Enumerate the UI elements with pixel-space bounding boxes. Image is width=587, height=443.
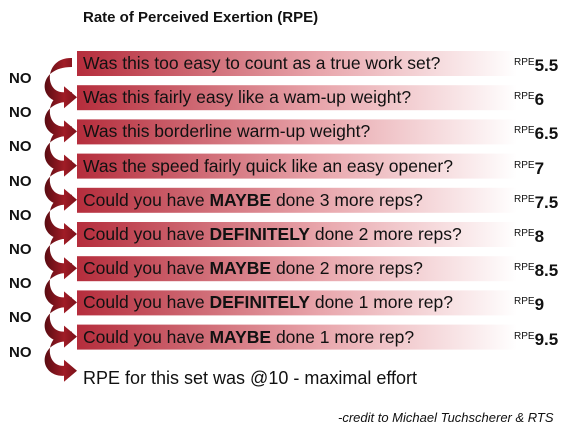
question-fragment: Was this too easy to count as a true wor…	[83, 53, 441, 73]
rpe-value: RPE7.5	[514, 187, 558, 216]
question-bar	[77, 222, 517, 247]
question-bar	[77, 51, 517, 76]
rpe-number: 7	[534, 158, 545, 178]
chart-title: Rate of Perceived Exertion (RPE)	[83, 9, 319, 26]
rpe-label: RPE	[514, 193, 535, 205]
question-text: Could you have DEFINITELY done 1 more re…	[83, 290, 453, 315]
credit-text: -credit to Michael Tuchscherer & RTS	[338, 410, 554, 425]
no-label: NO	[9, 138, 32, 156]
question-text: Was this fairly easy like a wam-up weigh…	[83, 85, 411, 110]
rpe-label: RPE	[514, 228, 535, 239]
question-bar	[77, 290, 517, 316]
rpe-label: RPE	[514, 330, 535, 342]
rpe-value: RPE6	[514, 84, 544, 113]
no-label: NO	[9, 343, 32, 361]
question-text: Was this too easy to count as a true wor…	[83, 51, 440, 76]
question-fragment: done 2 more reps?	[271, 258, 423, 279]
no-label: NO	[9, 172, 32, 190]
rpe-number: 6.5	[534, 124, 559, 144]
rpe-number: 6	[534, 90, 545, 110]
emphasis-text: MAYBE	[209, 258, 272, 279]
no-label: NO	[9, 309, 32, 327]
rpe-number: 8	[534, 227, 545, 246]
question-bar	[77, 153, 517, 179]
rpe-value: RPE5.5	[514, 50, 558, 79]
question-fragment: done 2 more reps?	[309, 224, 462, 244]
question-fragment: done 1 more rep?	[309, 292, 453, 313]
no-label: NO	[9, 104, 32, 122]
rpe-number: 9.5	[534, 329, 559, 349]
question-text: Could you have MAYBE done 3 more reps?	[83, 188, 423, 213]
rpe-number: 9	[534, 295, 545, 315]
rpe-label: RPE	[514, 296, 535, 308]
emphasis-text: DEFINITELY	[209, 292, 310, 313]
question-fragment: Could you have	[83, 258, 210, 279]
emphasis-text: MAYBE	[209, 189, 272, 210]
question-fragment: done 1 more rep?	[271, 326, 415, 347]
rpe-value: RPE6.5	[514, 118, 558, 147]
question-fragment: Could you have	[83, 326, 210, 347]
rpe-value: RPE9.5	[514, 324, 558, 353]
rpe-label: RPE	[514, 159, 535, 171]
down-arrow-icon	[44, 331, 77, 382]
rpe-value: RPE8.5	[514, 255, 558, 284]
question-bar	[77, 324, 517, 350]
no-label: NO	[9, 241, 32, 258]
question-fragment: Could you have	[83, 292, 210, 313]
rpe-number: 8.5	[534, 261, 559, 281]
question-fragment: Was this fairly easy like a wam-up weigh…	[83, 87, 412, 108]
no-label: NO	[9, 70, 32, 87]
rpe-value: RPE7	[514, 153, 544, 182]
rpe-number: 7.5	[534, 192, 559, 212]
rpe-label: RPE	[514, 125, 535, 137]
rpe-value: RPE9	[514, 289, 544, 318]
rpe-label: RPE	[514, 91, 535, 103]
final-result-text: RPE for this set was @10 - maximal effor…	[83, 368, 418, 388]
rpe-label: RPE	[514, 262, 535, 274]
question-fragment: Could you have	[83, 224, 210, 244]
no-label: NO	[9, 275, 32, 293]
question-fragment: done 3 more reps?	[271, 189, 423, 210]
question-text: Could you have DEFINITELY done 2 more re…	[83, 222, 462, 247]
question-text: Could you have MAYBE done 1 more rep?	[83, 325, 414, 350]
rpe-value: RPE8	[514, 221, 544, 250]
rpe-label: RPE	[514, 57, 535, 68]
question-bar	[77, 187, 517, 213]
question-bar	[77, 85, 517, 111]
emphasis-text: MAYBE	[209, 326, 272, 347]
question-bar	[77, 119, 517, 145]
question-text: Was the speed fairly quick like an easy …	[83, 154, 453, 179]
question-fragment: Was the speed fairly quick like an easy …	[83, 155, 453, 176]
question-fragment: Was this borderline warm-up weight?	[83, 121, 371, 142]
question-fragment: Could you have	[83, 189, 210, 210]
no-label: NO	[9, 206, 32, 224]
question-text: Could you have MAYBE done 2 more reps?	[83, 256, 423, 281]
question-bar	[77, 256, 517, 282]
emphasis-text: DEFINITELY	[209, 224, 310, 244]
question-text: Was this borderline warm-up weight?	[83, 119, 370, 144]
rpe-number: 5.5	[534, 56, 559, 75]
